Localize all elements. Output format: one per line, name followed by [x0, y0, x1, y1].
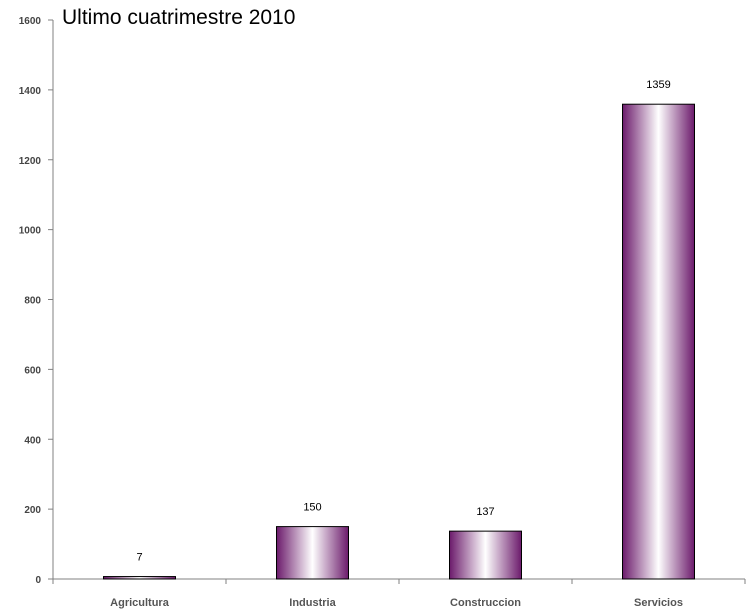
bar-construccion — [449, 530, 522, 580]
x-tick-label: Agricultura — [110, 597, 170, 609]
data-label: 150 — [303, 502, 321, 514]
y-tick-label: 800 — [24, 296, 41, 307]
x-tick-label: Construccion — [450, 597, 521, 609]
y-tick-label: 1600 — [19, 16, 42, 27]
data-label: 7 — [136, 552, 142, 564]
y-tick-label: 1200 — [19, 156, 42, 167]
bar-industria — [276, 526, 349, 580]
bar-agricultura — [103, 576, 176, 580]
y-axis: 0 200 400 600 800 1000 1200 1400 1600 — [19, 16, 54, 586]
y-tick-label: 200 — [24, 505, 41, 516]
x-tick-label: Servicios — [634, 597, 683, 609]
data-label: 137 — [476, 506, 494, 518]
bars: 7 150 137 1359 — [103, 79, 695, 580]
x-axis: Agricultura Industria Construccion Servicio… — [52, 578, 746, 609]
data-label: 1359 — [646, 79, 670, 91]
y-tick-label: 1000 — [19, 226, 42, 237]
bar-servicios — [622, 103, 695, 580]
y-tick-label: 1400 — [19, 86, 42, 97]
x-tick-label: Industria — [289, 597, 336, 609]
y-tick-label: 600 — [24, 365, 41, 376]
y-tick-label: 400 — [24, 435, 41, 446]
y-tick-label: 0 — [35, 575, 41, 586]
chart-title: Ultimo cuatrimestre 2010 — [62, 6, 295, 29]
